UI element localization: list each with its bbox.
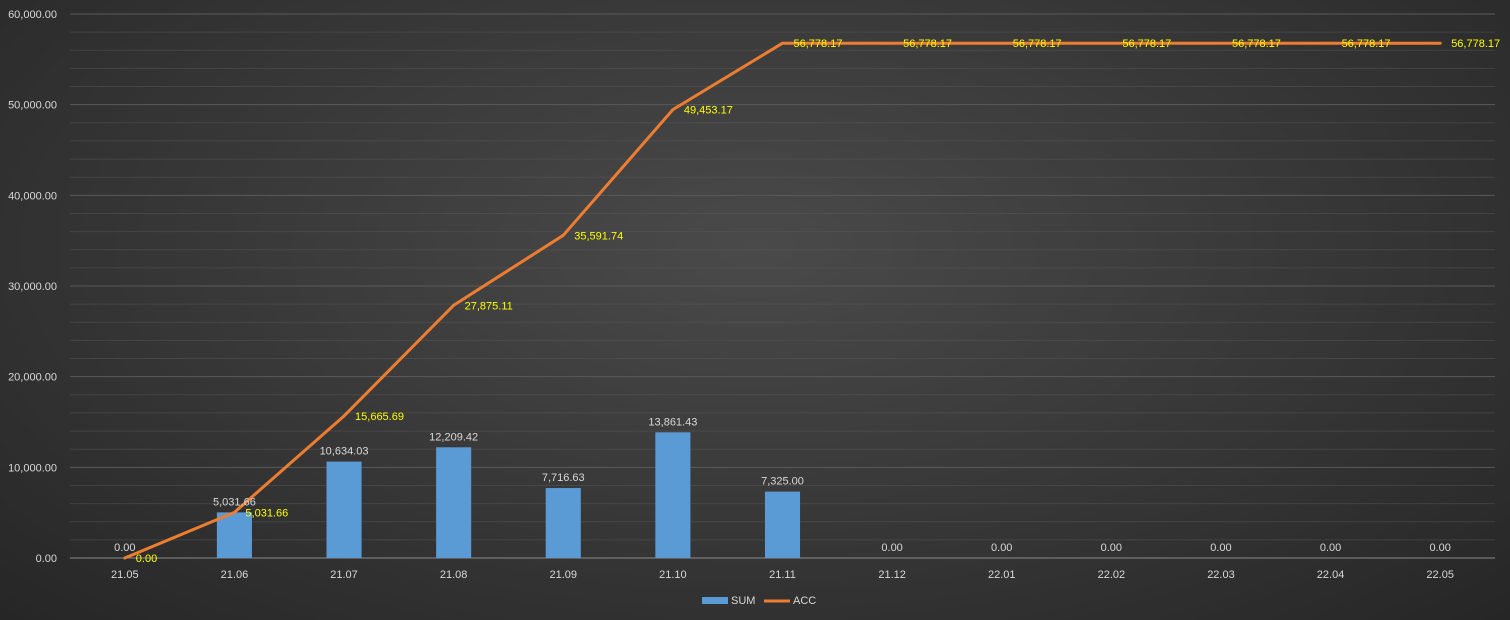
legend-label-acc: ACC <box>793 595 816 607</box>
line-data-label: 0.00 <box>136 553 157 565</box>
line-data-label: 56,778.17 <box>794 38 843 50</box>
bar-data-label: 10,634.03 <box>320 446 369 458</box>
bar-data-label: 5,031.66 <box>213 496 256 508</box>
line-data-label: 35,591.74 <box>574 230 623 242</box>
bar-data-label: 0.00 <box>1210 542 1231 554</box>
bar-data-label: 0.00 <box>114 542 135 554</box>
line-data-label: 56,778.17 <box>1122 38 1171 50</box>
bar-sum <box>655 432 691 558</box>
line-data-label: 49,453.17 <box>684 105 733 117</box>
x-tick-label: 21.10 <box>659 569 687 581</box>
line-data-label: 56,778.17 <box>1013 38 1062 50</box>
y-tick-label: 10,000.00 <box>8 462 57 474</box>
x-tick-label: 22.05 <box>1426 569 1454 581</box>
bar-data-label: 0.00 <box>1101 542 1122 554</box>
bar-data-label: 0.00 <box>1320 542 1341 554</box>
bar-data-label: 13,861.43 <box>648 416 697 428</box>
x-tick-label: 21.08 <box>440 569 468 581</box>
bar-sum <box>545 488 581 558</box>
bar-data-label: 7,325.00 <box>761 476 804 488</box>
y-tick-label: 50,000.00 <box>8 100 57 112</box>
x-tick-label: 21.11 <box>769 569 796 581</box>
y-tick-label: 60,000.00 <box>8 9 57 21</box>
x-tick-label: 21.06 <box>221 569 249 581</box>
x-tick-label: 21.07 <box>330 569 358 581</box>
bar-sum <box>216 512 252 558</box>
x-tick-label: 21.05 <box>111 569 139 581</box>
x-tick-label: 22.03 <box>1207 569 1235 581</box>
bar-data-label: 0.00 <box>991 542 1012 554</box>
legend-label-sum: SUM <box>731 595 755 607</box>
bar-data-label: 7,716.63 <box>542 472 585 484</box>
x-tick-label: 21.12 <box>878 569 906 581</box>
bar-data-label: 0.00 <box>881 542 902 554</box>
line-data-label: 5,031.66 <box>245 507 288 519</box>
y-tick-label: 30,000.00 <box>8 281 57 293</box>
x-tick-label: 22.01 <box>988 569 1016 581</box>
bar-sum <box>326 461 362 558</box>
line-data-label: 27,875.11 <box>465 300 513 312</box>
y-tick-label: 20,000.00 <box>8 372 57 384</box>
line-data-label: 15,665.69 <box>355 411 404 423</box>
x-tick-label: 22.04 <box>1317 569 1345 581</box>
bar-sum <box>764 491 801 558</box>
y-tick-label: 0.00 <box>36 553 57 565</box>
line-data-label: 56,778.17 <box>1342 38 1391 50</box>
x-tick-label: 22.02 <box>1098 569 1126 581</box>
bar-data-label: 12,209.42 <box>429 431 478 443</box>
line-data-label: 56,778.17 <box>1451 38 1500 50</box>
line-data-label: 56,778.17 <box>903 38 952 50</box>
line-data-label: 56,778.17 <box>1232 38 1281 50</box>
y-tick-label: 40,000.00 <box>8 190 57 202</box>
x-tick-label: 21.09 <box>550 569 578 581</box>
line-acc <box>123 41 1442 560</box>
bar-data-label: 0.00 <box>1429 542 1450 554</box>
legend-swatch-sum <box>702 597 728 604</box>
bar-sum <box>436 447 472 558</box>
